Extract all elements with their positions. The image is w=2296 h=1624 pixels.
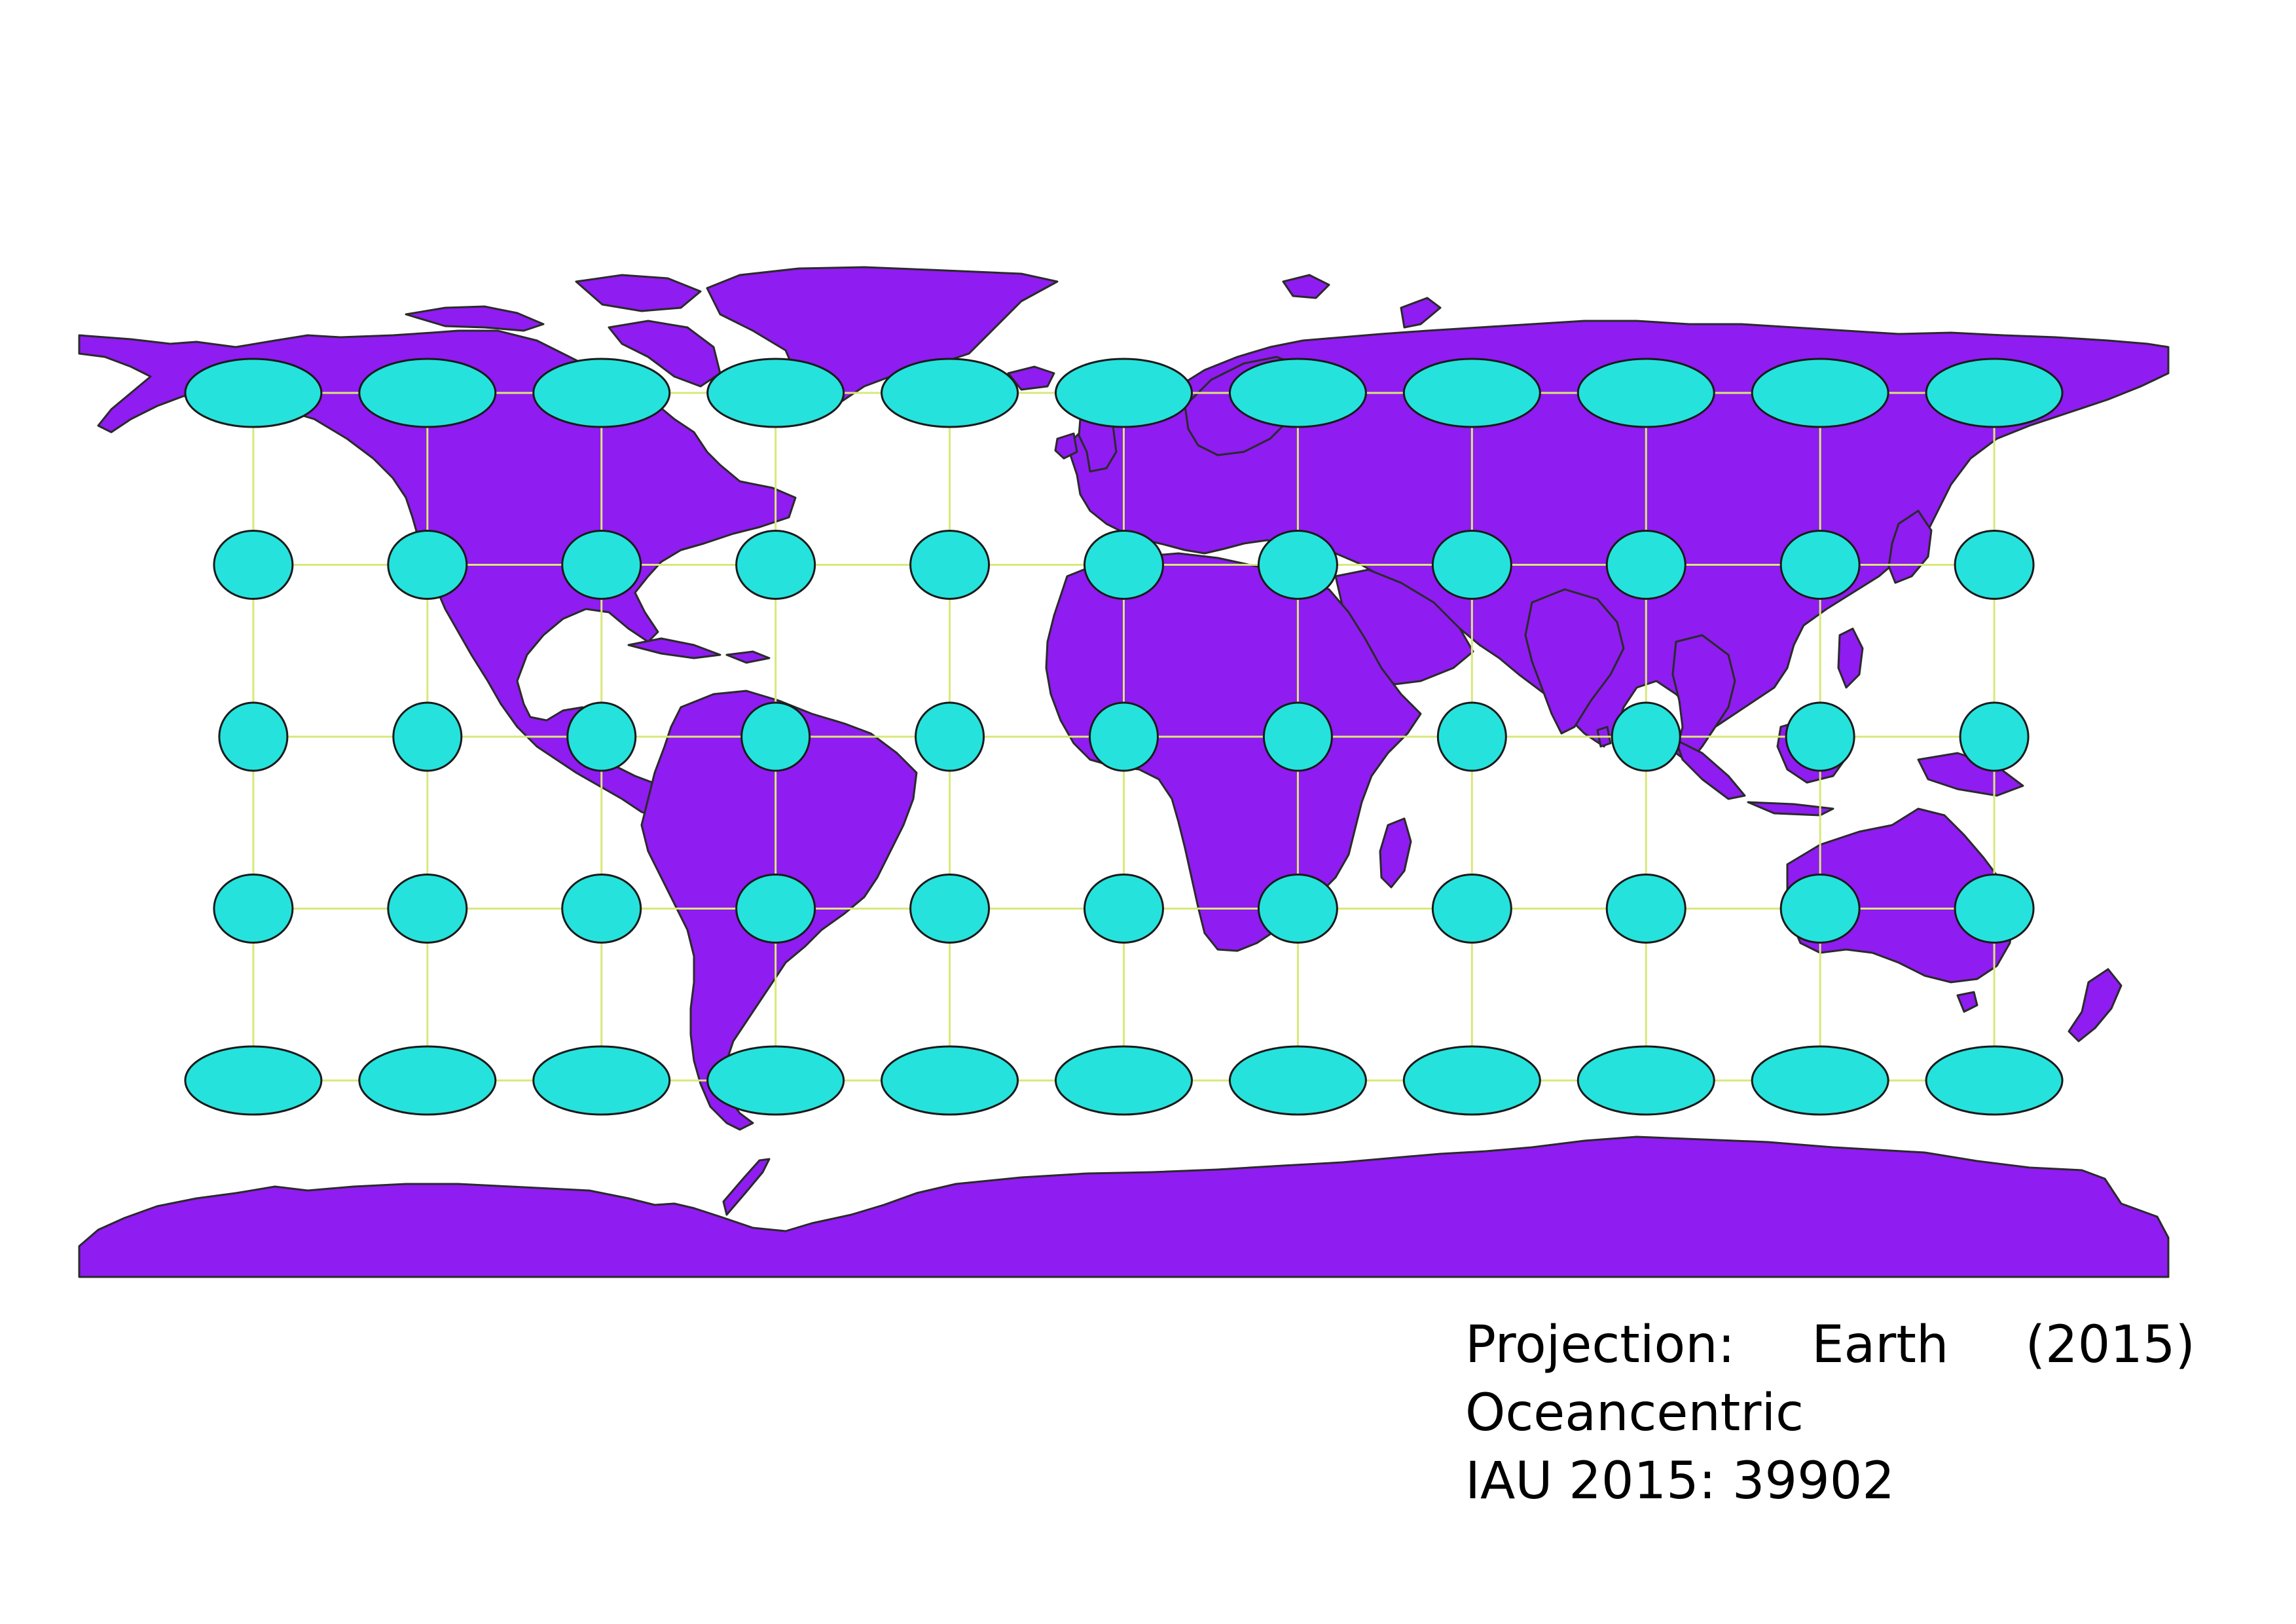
projection-line-1: Projection: Earth (2015) <box>1465 1311 2195 1379</box>
australia <box>1786 807 2014 984</box>
tissot-ellipse <box>1257 530 1338 600</box>
tissot-ellipse <box>740 701 811 772</box>
tissot-ellipse <box>1055 1045 1193 1116</box>
tissot-ellipse <box>1402 358 1541 428</box>
tissot-indicatrix-layer <box>184 358 2064 1116</box>
tissot-ellipse <box>392 701 463 772</box>
projection-name-line-2: Oceancentric <box>1465 1384 1804 1443</box>
tissot-ellipse <box>387 874 468 944</box>
hispaniola <box>725 650 771 664</box>
tissot-ellipse <box>1611 701 1681 772</box>
tasmania <box>1956 991 1978 1013</box>
indochina <box>1671 634 1736 764</box>
madagascar <box>1379 817 1412 889</box>
projection-name-word: Earth <box>1812 1316 1949 1375</box>
java <box>1747 801 1834 817</box>
tissot-ellipse <box>909 530 991 600</box>
tissot-ellipse <box>1228 358 1367 428</box>
tissot-ellipse <box>706 358 845 428</box>
tissot-ellipse <box>1785 701 1855 772</box>
tissot-ellipse <box>1925 358 2064 428</box>
philippines <box>1837 627 1864 689</box>
antarctica-landmass <box>78 1135 2170 1278</box>
tissot-ellipse <box>735 530 816 600</box>
tissot-ellipse <box>1084 530 1164 600</box>
tissot-ellipse <box>358 1045 497 1116</box>
tissot-ellipse <box>1089 701 1159 772</box>
ellesmere-island <box>575 274 702 312</box>
projection-label: Projection: <box>1465 1316 1735 1375</box>
tissot-ellipse <box>561 530 642 600</box>
tissot-ellipse <box>1605 874 1686 944</box>
tissot-ellipse <box>881 1045 1019 1116</box>
tissot-ellipse <box>1925 1045 2064 1116</box>
tissot-ellipse <box>1402 1045 1541 1116</box>
baffin-island <box>608 320 721 388</box>
tissot-ellipse <box>532 1045 671 1116</box>
new-zealand <box>2068 968 2123 1043</box>
tissot-ellipse <box>915 701 985 772</box>
novaya-zemlya <box>1400 297 1442 329</box>
tissot-ellipse <box>1055 358 1193 428</box>
new-guinea <box>1917 752 2024 797</box>
tissot-ellipse <box>1576 1045 1715 1116</box>
tissot-ellipse <box>1959 701 2030 772</box>
tissot-ellipse <box>1431 530 1512 600</box>
sumatra <box>1675 739 1746 800</box>
tissot-ellipse <box>532 358 671 428</box>
tissot-ellipse <box>1257 874 1338 944</box>
tissot-ellipse <box>566 701 637 772</box>
tissot-ellipse <box>1779 874 1861 944</box>
svalbard <box>1282 274 1330 299</box>
tissot-ellipse <box>218 701 289 772</box>
tissot-ellipse <box>881 358 1019 428</box>
india <box>1524 588 1625 735</box>
tissot-ellipse <box>213 874 294 944</box>
projection-code: IAU 2015: 39902 <box>1465 1452 1895 1511</box>
tissot-ellipse <box>735 874 816 944</box>
tissot-ellipse <box>1605 530 1686 600</box>
tissot-ellipse <box>1779 530 1861 600</box>
tissot-ellipse <box>387 530 468 600</box>
tissot-ellipse <box>184 1045 323 1116</box>
tissot-ellipse <box>1436 701 1507 772</box>
tissot-ellipse <box>706 1045 845 1116</box>
tissot-ellipse <box>1751 358 1889 428</box>
arctic-islands <box>405 305 545 332</box>
antarctic-peninsula <box>722 1158 771 1216</box>
iceland <box>1007 365 1055 391</box>
tissot-ellipse <box>909 874 991 944</box>
cuba <box>627 637 721 659</box>
tissot-ellipse <box>1228 1045 1367 1116</box>
tissot-ellipse <box>213 530 294 600</box>
tissot-ellipse <box>184 358 323 428</box>
tissot-ellipse <box>1084 874 1164 944</box>
projection-year: (2015) <box>2025 1316 2195 1375</box>
tissot-ellipse <box>1431 874 1512 944</box>
tissot-ellipse <box>1262 701 1333 772</box>
tissot-ellipse <box>1751 1045 1889 1116</box>
tissot-ellipse <box>561 874 642 944</box>
tissot-ellipse <box>1576 358 1715 428</box>
tissot-ellipse <box>1954 874 2035 944</box>
tissot-ellipse <box>1954 530 2035 600</box>
tissot-ellipse <box>358 358 497 428</box>
projection-caption: Projection: Earth (2015) Oceancentric IA… <box>1465 1311 2195 1515</box>
ireland <box>1054 432 1078 460</box>
